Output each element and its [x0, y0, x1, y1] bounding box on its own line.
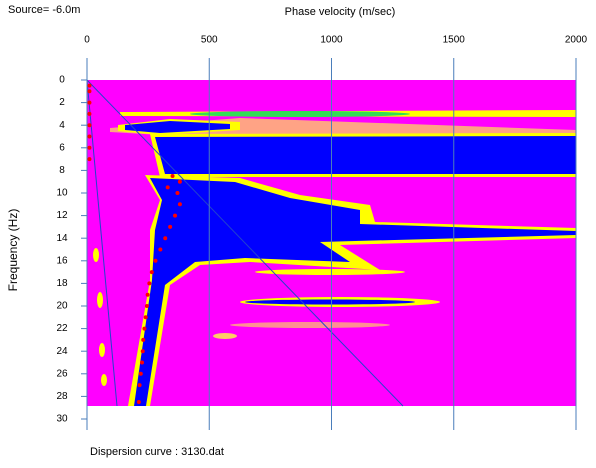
- point: [163, 236, 168, 241]
- y-tick-label: 18: [56, 278, 68, 289]
- point: [87, 100, 92, 105]
- y-tick-label: 30: [56, 414, 68, 425]
- point: [87, 145, 92, 150]
- y-tick-label: 20: [56, 301, 68, 312]
- y-tick-label: 6: [59, 142, 65, 153]
- y-tick-label: 8: [59, 165, 65, 176]
- point: [141, 337, 146, 342]
- y-tick-label: 10: [56, 188, 68, 199]
- point: [177, 179, 182, 184]
- x-tick-label: 0: [84, 35, 90, 46]
- point: [175, 191, 180, 195]
- point: [147, 281, 152, 286]
- point: [140, 349, 145, 354]
- y-tick-label: 14: [56, 233, 68, 244]
- point: [149, 270, 154, 275]
- x-tick-label: 500: [201, 35, 218, 46]
- point: [138, 371, 143, 376]
- x-axis-title: Phase velocity (m/sec): [285, 6, 396, 18]
- point: [137, 383, 142, 388]
- point: [136, 400, 141, 405]
- point: [87, 134, 92, 139]
- point: [173, 213, 178, 218]
- y-tick-label: 24: [56, 346, 68, 357]
- y-tick-label: 0: [59, 75, 65, 86]
- point: [87, 123, 92, 128]
- x-tick-label: 1000: [320, 35, 343, 46]
- point: [87, 89, 92, 94]
- y-tick-label: 2: [59, 97, 65, 108]
- y-tick-label: 26: [56, 368, 68, 379]
- point: [168, 224, 173, 229]
- point: [153, 258, 158, 263]
- y-tick-label: 22: [56, 323, 68, 334]
- point: [87, 83, 92, 88]
- point: [87, 157, 92, 162]
- point: [177, 202, 182, 207]
- footer: Dispersion curve : 3130.dat: [90, 446, 224, 458]
- point: [158, 247, 163, 252]
- point: [170, 174, 175, 179]
- point: [142, 326, 147, 331]
- y-tick-label: 12: [56, 210, 68, 221]
- y-axis-title: Frequency (Hz): [6, 209, 20, 292]
- x-tick-label: 1500: [443, 35, 466, 46]
- point: [144, 304, 149, 308]
- point: [143, 315, 148, 320]
- y-tick-label: 28: [56, 391, 68, 402]
- point: [87, 111, 92, 116]
- source-label: Source= -6.0m: [8, 4, 80, 16]
- point: [145, 292, 150, 297]
- x-tick-label: 2000: [565, 35, 588, 46]
- point: [140, 360, 145, 365]
- y-tick-label: 16: [56, 255, 68, 266]
- point: [165, 185, 170, 190]
- y-tick-label: 4: [59, 120, 65, 131]
